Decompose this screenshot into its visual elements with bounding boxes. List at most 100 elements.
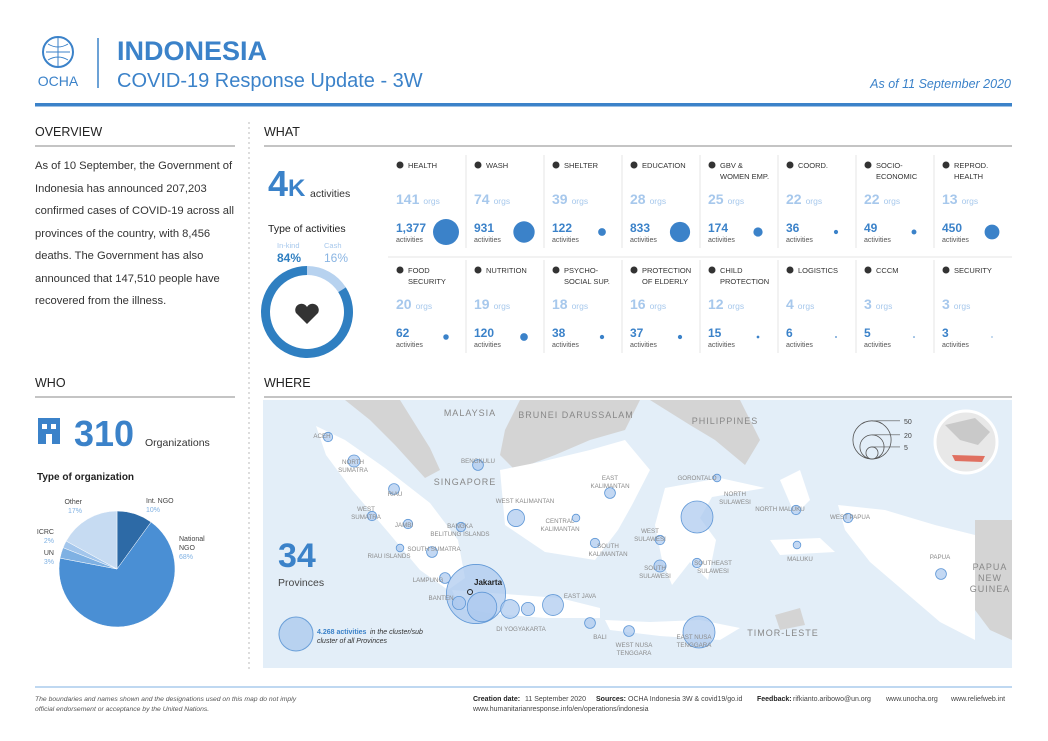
icon-part — [51, 424, 56, 429]
sector-activities: 62 — [396, 326, 410, 340]
sector-activities: 174 — [708, 221, 728, 235]
country-label: BRUNEI DARUSSALAM — [518, 410, 634, 420]
footer-link[interactable]: www.reliefweb.int — [950, 696, 1005, 703]
province-label: SULAWESI — [719, 499, 751, 506]
province-label: WEST — [641, 528, 659, 535]
sector-bubble — [913, 336, 915, 338]
sector-icon — [942, 161, 950, 169]
sector-orgs: 25 — [708, 191, 724, 207]
land — [500, 440, 650, 560]
province-label: RIAU ISLANDS — [368, 553, 411, 560]
sector-activities: 1,377 — [396, 221, 426, 235]
province-label: WEST — [357, 506, 375, 513]
country-label: PAPUA — [973, 562, 1008, 572]
sector-activities: 15 — [708, 326, 722, 340]
orgs-unit: orgs — [416, 301, 433, 311]
sector-orgs: 18 — [552, 296, 568, 312]
sector-bubble — [984, 224, 1000, 240]
map-bubble — [347, 454, 361, 468]
sector-name: PROTECTION — [720, 277, 769, 286]
org-total: 310 — [74, 413, 134, 454]
map-bubble — [322, 431, 334, 443]
province-total: 34 — [278, 537, 316, 575]
orgs-unit: orgs — [728, 196, 745, 206]
province-label: ACEH — [313, 433, 330, 440]
sector-name: SHELTER — [564, 161, 599, 170]
sector-orgs: 20 — [396, 296, 412, 312]
orgs-unit: orgs — [876, 301, 893, 311]
province-label: RIAU — [388, 491, 403, 498]
sector-bubble — [677, 334, 683, 340]
sector-bubble — [433, 219, 459, 245]
province-label: LAMPUNG — [413, 577, 444, 584]
activities-total: 4 — [268, 163, 288, 204]
province-label: NORTH MALUKU — [755, 506, 804, 513]
province-label: MALUKU — [787, 556, 813, 563]
land-other — [775, 608, 805, 630]
capital-marker — [467, 589, 473, 595]
map — [263, 400, 1012, 668]
map-bubble — [604, 487, 616, 499]
sector-icon — [474, 266, 482, 274]
footer-value: rifkianto.aribowo@un.org — [793, 696, 871, 703]
pie-value: 68% — [179, 554, 193, 561]
section-heading: WHERE — [264, 376, 311, 390]
sector-name: SOCIO- — [876, 161, 903, 170]
sector-activities: 3 — [942, 326, 949, 340]
orgs-unit: orgs — [572, 301, 589, 311]
activities-unit: activities — [864, 237, 891, 244]
sector-name: EDUCATION — [642, 161, 686, 170]
activities-unit: activities — [552, 342, 579, 349]
map-bubble — [682, 615, 716, 649]
map-bubble — [792, 540, 802, 550]
sector-name: ECONOMIC — [876, 172, 918, 181]
sector-bubble — [669, 221, 691, 243]
sector-bubble — [835, 336, 837, 338]
sector-activities: 37 — [630, 326, 644, 340]
map-bubble — [623, 625, 635, 637]
map-bubble — [680, 500, 714, 534]
province-label: SULAWESI — [634, 536, 666, 543]
sector-name: HEALTH — [954, 172, 983, 181]
sector-activities: 6 — [786, 326, 793, 340]
province-label: SULAWESI — [697, 568, 729, 575]
sector-activities: 833 — [630, 221, 650, 235]
province-label: PAPUA — [930, 554, 951, 561]
sector-activities: 122 — [552, 221, 572, 235]
sector-name: FOOD — [408, 266, 430, 275]
map-bubble — [395, 543, 405, 553]
map-bubble — [790, 504, 802, 516]
activities-unit: activities — [786, 237, 813, 244]
orgs-unit: orgs — [728, 301, 745, 311]
sector-icon — [708, 161, 716, 169]
activities-label: activities — [310, 188, 350, 200]
type-label: In-kind — [277, 241, 300, 250]
sector-icon — [864, 161, 872, 169]
orgs-unit: orgs — [798, 301, 815, 311]
province-label: NORTH — [724, 491, 746, 498]
map-bubble — [451, 595, 467, 611]
size-legend-label: 5 — [904, 445, 908, 452]
map-bubble — [691, 557, 703, 569]
sector-name: PSYCHO- — [564, 266, 599, 275]
orgs-unit: orgs — [650, 301, 667, 311]
province-label: SULAWESI — [639, 573, 671, 580]
disclaimer: The boundaries and names shown and the d… — [35, 696, 297, 703]
activities-unit: K — [288, 175, 306, 202]
sector-icon — [396, 266, 404, 274]
pie-value: 2% — [44, 538, 54, 545]
orgs-unit: orgs — [884, 196, 901, 206]
province-label: EAST NUSA — [677, 634, 713, 641]
province-label: JAMBI — [395, 522, 414, 529]
sector-orgs: 3 — [942, 296, 950, 312]
footer-link[interactable]: www.humanitarianresponse.info/en/operati… — [472, 706, 649, 713]
section-heading: WHAT — [264, 125, 300, 139]
pie-label: NGO — [179, 545, 196, 552]
sector-name: CCCM — [876, 266, 899, 275]
country-label: NEW — [978, 573, 1002, 583]
sector-activities: 931 — [474, 221, 494, 235]
orgs-unit: orgs — [572, 196, 589, 206]
footer-link[interactable]: www.unocha.org — [885, 696, 938, 703]
province-label: WEST PAPUA — [830, 514, 871, 521]
sector-bubble — [598, 228, 606, 236]
